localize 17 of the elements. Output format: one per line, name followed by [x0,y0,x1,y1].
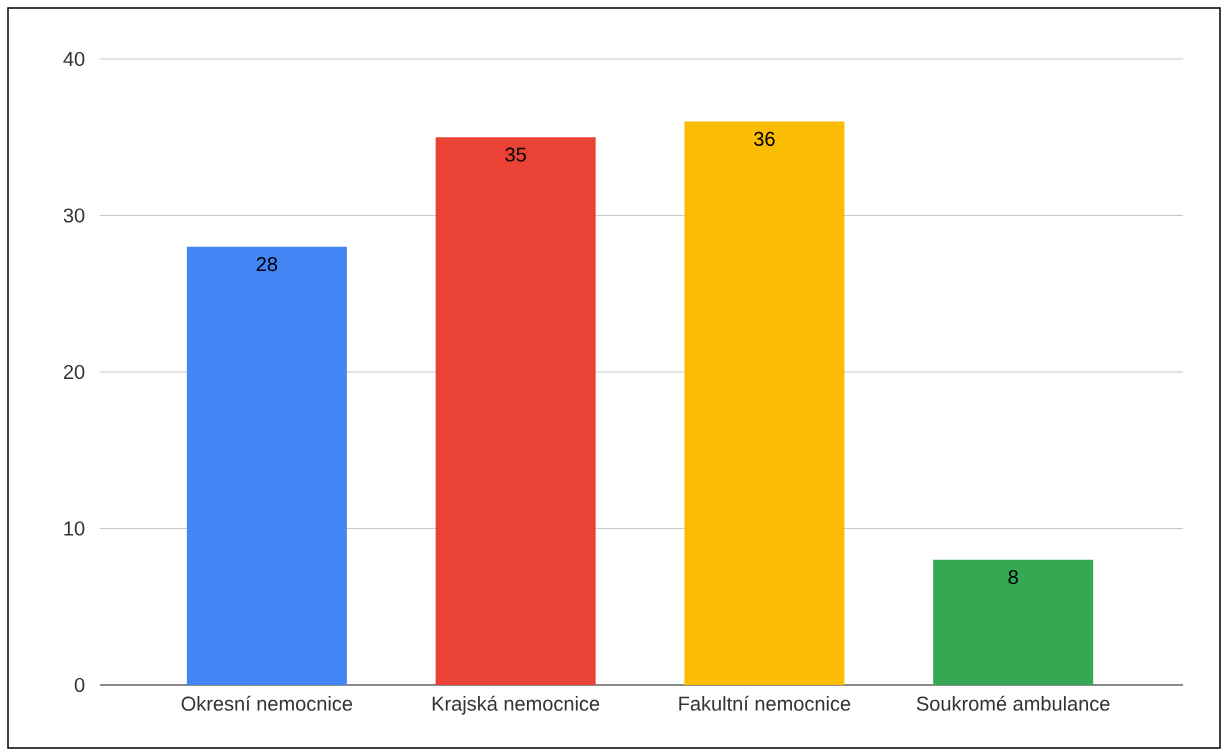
data-label: 35 [505,147,526,162]
x-tick-label: Krajská nemocnice [432,695,600,715]
y-tick-label: 10 [64,521,85,536]
data-label: 8 [1008,569,1018,585]
y-tick-label: 40 [63,51,85,67]
bar [186,246,347,685]
data-label: 36 [754,131,775,146]
y-tick-label: 30 [63,208,85,223]
y-tick-label: 0 [74,677,85,693]
bar [684,121,845,685]
y-tick-label: 20 [63,364,85,380]
x-tick-label: Soukromé ambulance [916,695,1110,711]
bar [435,137,596,685]
x-tick-label: Okresní nemocnice [181,695,353,711]
bar [933,559,1094,685]
x-tick-label: Fakultní nemocnice [679,695,851,711]
data-label: 28 [256,256,278,272]
